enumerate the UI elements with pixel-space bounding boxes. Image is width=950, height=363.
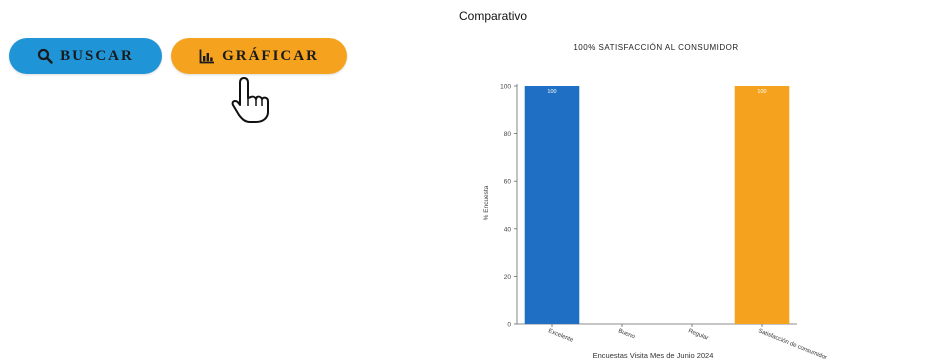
y-tick-label: 60	[504, 179, 512, 186]
chart-bar	[734, 86, 790, 324]
bar-data-label: 100	[547, 89, 556, 95]
x-tick-label: Bueno	[617, 328, 636, 340]
y-tick-label: 40	[504, 226, 512, 233]
y-tick-label: 20	[504, 274, 512, 281]
bar-data-label: 100	[757, 89, 766, 95]
bar-chart-icon	[199, 48, 215, 64]
chart-title: 100% SATISFACCIÓN AL CONSUMIDOR	[573, 43, 738, 52]
bar-chart: 100% SATISFACCIÓN AL CONSUMIDOR % Encues…	[483, 43, 828, 361]
y-tick-label: 100	[500, 84, 511, 91]
x-tick-label: Excelente	[547, 328, 574, 344]
y-axis-label: % Encuesta	[483, 185, 490, 220]
x-tick-label: Satisfacción de consumidor	[757, 328, 827, 361]
chart-button-label: GRÁFICAR	[222, 47, 319, 64]
search-button[interactable]: BUSCAR	[9, 38, 162, 74]
y-tick-label: 0	[507, 322, 511, 329]
search-button-label: BUSCAR	[60, 47, 134, 64]
section-title: Comparativo	[459, 9, 528, 23]
chart-button[interactable]: GRÁFICAR	[171, 38, 347, 74]
chart-bar	[524, 86, 580, 324]
hand-pointer-icon	[231, 77, 269, 123]
search-icon	[37, 48, 53, 64]
x-tick-label: Regular	[687, 328, 709, 341]
x-axis-label: Encuestas Visita Mes de Junio 2024	[593, 351, 714, 360]
y-tick-label: 80	[504, 131, 512, 138]
